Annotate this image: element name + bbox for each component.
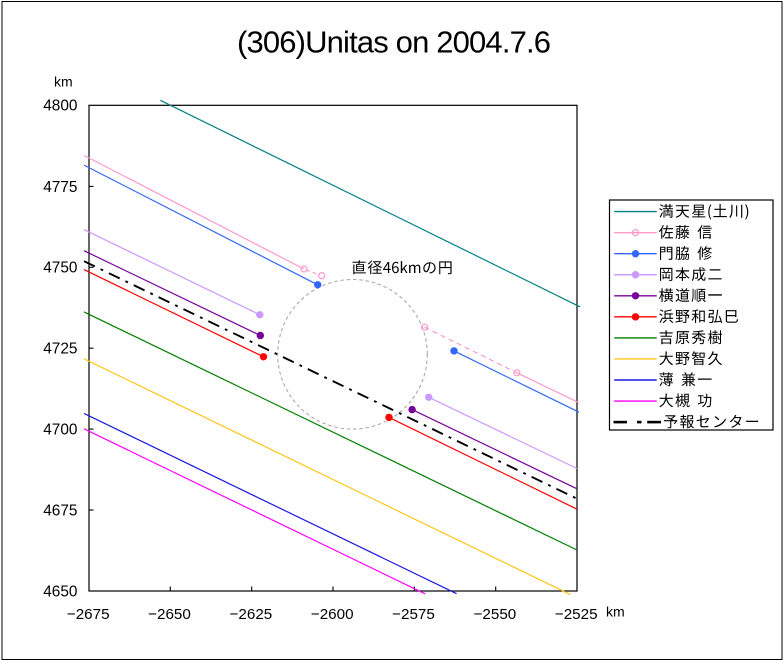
svg-text:4750: 4750 [43, 260, 77, 277]
svg-text:4700: 4700 [43, 422, 77, 439]
svg-text:4725: 4725 [43, 341, 77, 358]
svg-text:km: km [606, 604, 625, 620]
svg-text:4675: 4675 [43, 502, 77, 519]
svg-text:4650: 4650 [43, 583, 77, 600]
svg-text:4775: 4775 [43, 179, 77, 196]
svg-text:−2600: −2600 [311, 606, 354, 623]
svg-text:−2625: −2625 [230, 606, 273, 623]
svg-text:km: km [54, 74, 73, 90]
svg-text:−2650: −2650 [148, 606, 191, 623]
svg-text:(306)Unitas on 2004.7.6: (306)Unitas on 2004.7.6 [237, 24, 551, 59]
svg-text:−2550: −2550 [474, 606, 517, 623]
svg-text:−2525: −2525 [555, 606, 598, 623]
svg-text:−2675: −2675 [67, 606, 110, 623]
svg-text:−2575: −2575 [392, 606, 435, 623]
svg-text:4800: 4800 [43, 98, 77, 115]
